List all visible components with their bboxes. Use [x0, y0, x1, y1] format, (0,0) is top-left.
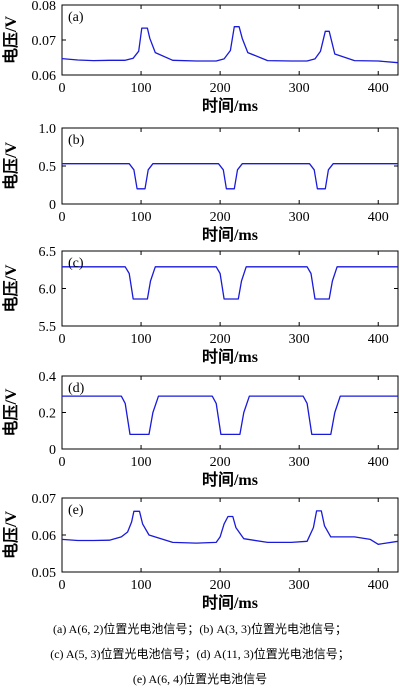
panel-label: (c) [68, 256, 84, 271]
x-tick-label: 200 [210, 578, 231, 593]
x-tick-label: 100 [131, 210, 152, 225]
x-tick-label: 300 [289, 81, 310, 96]
x-tick-label: 400 [368, 210, 389, 225]
chart-panel-c: 0 100 200 300 400 5.5 6.0 6.5 (c) 时间/ms 电压/V [1, 245, 399, 366]
x-axis-label: 时间/ms [202, 96, 258, 115]
x-tick-label: 100 [131, 455, 152, 470]
y-tick-label: 0 [49, 198, 56, 213]
plot-frame [61, 375, 399, 450]
caption-line-1: (a) A(6, 2)位置光电池信号；(b) A(3, 3)位置光电池信号； [53, 622, 347, 636]
caption-line-2: (c) A(5, 3)位置光电池信号；(d) A(11, 3)位置光电池信号； [50, 647, 350, 661]
x-axis-label: 时间/ms [202, 225, 258, 244]
y-tick-label: 1.0 [39, 122, 57, 137]
x-tick-label: 200 [210, 81, 231, 96]
x-tick-label: 300 [289, 455, 310, 470]
y-axis-label: 电压/V [1, 16, 20, 64]
y-tick-label: 0.07 [32, 34, 57, 49]
y-tick-label: 0 [49, 443, 56, 458]
y-tick-label: 0.08 [32, 0, 57, 14]
x-tick-label: 400 [368, 455, 389, 470]
x-tick-label: 300 [289, 332, 310, 347]
panel-label: (a) [68, 10, 84, 25]
y-tick-label: 6.0 [39, 283, 57, 298]
panel-label: (b) [68, 133, 85, 148]
chart-panel-a: 0 100 200 300 400 0.06 0.07 0.08 (a) 时间/ms 电压/V [1, 0, 399, 115]
y-tick-label: 0.06 [32, 529, 57, 544]
x-tick-label: 0 [59, 332, 66, 347]
y-axis-label: 电压/V [1, 511, 20, 559]
x-axis-label: 时间/ms [202, 593, 258, 612]
plot-frame [61, 4, 399, 76]
panel-label: (e) [68, 503, 84, 518]
x-tick-label: 0 [59, 210, 66, 225]
series-line [61, 510, 399, 545]
y-tick-label: 0.4 [39, 370, 57, 385]
y-tick-label: 0.5 [39, 160, 57, 175]
y-axis-label: 电压/V [1, 142, 20, 190]
x-tick-label: 400 [368, 332, 389, 347]
x-axis-label: 时间/ms [202, 347, 258, 366]
series-line [62, 163, 398, 190]
x-tick-label: 0 [59, 455, 66, 470]
y-tick-label: 0.2 [39, 407, 57, 422]
y-tick-label: 6.5 [39, 245, 57, 260]
x-tick-label: 300 [289, 210, 310, 225]
x-tick-label: 300 [289, 578, 310, 593]
x-tick-label: 100 [131, 578, 152, 593]
x-tick-label: 0 [59, 578, 66, 593]
x-tick-label: 200 [210, 332, 231, 347]
caption-line-3: (e) A(6, 4)位置光电池信号 [132, 672, 268, 686]
y-tick-label: 0.05 [32, 566, 57, 581]
y-tick-label: 0.06 [32, 69, 57, 84]
y-tick-label: 5.5 [39, 320, 57, 335]
y-tick-label: 0.07 [32, 492, 57, 507]
x-tick-label: 0 [59, 81, 66, 96]
x-axis-label: 时间/ms [202, 470, 258, 489]
plot-frame [61, 250, 399, 327]
chart-panel-d: 0 100 200 300 400 0 0.2 0.4 (d) 时间/ms 电压/V [1, 370, 399, 489]
plot-frame [61, 127, 399, 205]
series-line [62, 266, 398, 300]
plot-frame [61, 497, 399, 573]
y-axis-label: 电压/V [1, 388, 20, 436]
x-tick-label: 400 [368, 578, 389, 593]
panel-label: (d) [68, 381, 85, 396]
chart-panel-b: 0 100 200 300 400 0 0.5 1.0 (b) 时间/ms 电压/V [1, 122, 399, 244]
x-tick-label: 100 [131, 332, 152, 347]
y-axis-label: 电压/V [1, 264, 20, 312]
chart-panel-e: 0 100 200 300 400 0.05 0.06 0.07 (e) 时间/ms 电压/V [1, 492, 399, 612]
series-line [61, 26, 399, 64]
series-line [62, 395, 398, 436]
x-tick-label: 400 [368, 81, 389, 96]
x-tick-label: 200 [210, 210, 231, 225]
x-tick-label: 100 [131, 81, 152, 96]
x-tick-label: 200 [210, 455, 231, 470]
